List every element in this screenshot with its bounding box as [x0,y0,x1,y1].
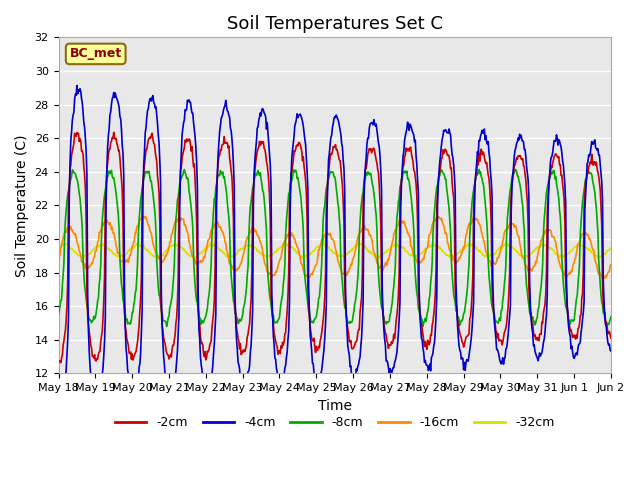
Y-axis label: Soil Temperature (C): Soil Temperature (C) [15,134,29,276]
Legend: -2cm, -4cm, -8cm, -16cm, -32cm: -2cm, -4cm, -8cm, -16cm, -32cm [110,411,559,434]
Text: BC_met: BC_met [70,48,122,60]
Title: Soil Temperatures Set C: Soil Temperatures Set C [227,15,443,33]
X-axis label: Time: Time [317,398,352,413]
